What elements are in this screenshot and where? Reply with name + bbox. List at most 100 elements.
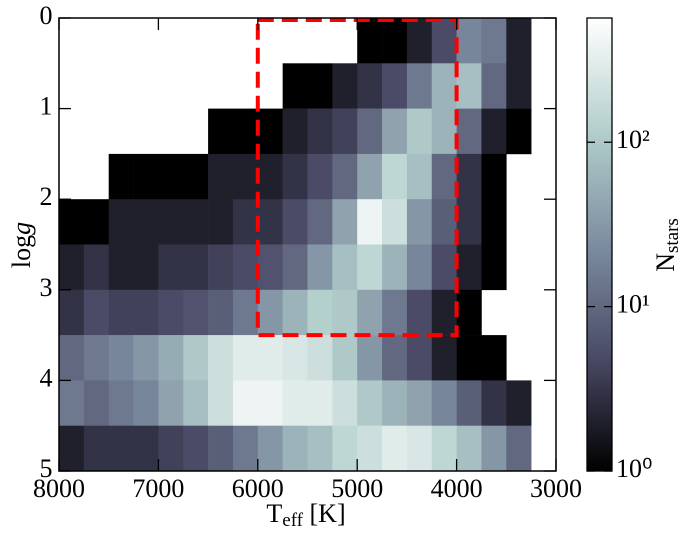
heatmap-cell bbox=[431, 108, 457, 155]
heatmap-cell bbox=[431, 380, 457, 426]
heatmap-cell bbox=[307, 153, 333, 200]
heatmap-cell bbox=[382, 335, 408, 381]
heatmap-cell bbox=[158, 289, 184, 336]
heatmap-cell bbox=[382, 18, 408, 64]
heatmap-cell bbox=[83, 425, 109, 472]
heatmap-cell bbox=[332, 380, 358, 426]
heatmap-cell bbox=[406, 153, 433, 200]
colorbar-label: Nstars bbox=[651, 218, 683, 272]
heatmap-cell bbox=[382, 380, 408, 426]
heatmap-cell bbox=[456, 380, 482, 426]
x-tick-label: 8000 bbox=[33, 474, 85, 503]
heatmap-cell bbox=[357, 289, 383, 336]
heatmap-cell bbox=[456, 18, 482, 64]
heatmap-cell bbox=[456, 199, 482, 245]
heatmap-cell bbox=[357, 425, 383, 472]
heatmap-cell bbox=[208, 335, 234, 381]
heatmap-cell bbox=[332, 335, 358, 381]
heatmap-cell bbox=[282, 63, 308, 109]
y-label-var: g bbox=[7, 222, 36, 235]
heatmap-cell bbox=[108, 244, 134, 291]
heatmap-cell bbox=[456, 289, 482, 336]
heatmap-cell bbox=[232, 244, 259, 291]
heatmap-cell bbox=[133, 335, 159, 381]
y-tick-label: 4 bbox=[40, 363, 53, 392]
heatmap-cell bbox=[357, 380, 383, 426]
colorbar-tick-label: 10¹ bbox=[616, 290, 650, 319]
heatmap-cell bbox=[183, 153, 209, 200]
heatmap-cell bbox=[83, 380, 109, 426]
heatmap-cell bbox=[481, 199, 507, 245]
y-axis-label: logg bbox=[7, 222, 36, 268]
heatmap-cell bbox=[506, 108, 532, 155]
heatmap-cell bbox=[108, 289, 134, 336]
heatmap-cell bbox=[108, 199, 134, 245]
heatmap-cell bbox=[83, 244, 109, 291]
heatmap-cell bbox=[59, 199, 85, 245]
heatmap-cell bbox=[282, 244, 308, 291]
heatmap-cell bbox=[282, 199, 308, 245]
heatmap-cell bbox=[506, 63, 532, 109]
heatmap-cell bbox=[232, 380, 259, 426]
heatmap-cell bbox=[232, 289, 259, 336]
heatmap-cell bbox=[257, 108, 283, 155]
heatmap-cell bbox=[83, 335, 109, 381]
heatmap-cell bbox=[158, 380, 184, 426]
heatmap-cell bbox=[158, 425, 184, 472]
heatmap-cell bbox=[332, 199, 358, 245]
heatmap-cell bbox=[108, 335, 134, 381]
heatmap-cell bbox=[481, 425, 507, 472]
heatmap-cell bbox=[282, 108, 308, 155]
plot-frame bbox=[58, 17, 557, 472]
heatmap-cell bbox=[59, 289, 85, 336]
heatmap-cell bbox=[307, 63, 333, 109]
heatmap-cell bbox=[357, 153, 383, 200]
heatmap-cell bbox=[133, 425, 159, 472]
heatmap-cell bbox=[208, 199, 234, 245]
heatmap-cell bbox=[357, 18, 383, 64]
heatmap-cell bbox=[506, 380, 532, 426]
heatmap-cell bbox=[83, 289, 109, 336]
heatmap-cell bbox=[456, 244, 482, 291]
colorbar-label-main: N bbox=[651, 253, 680, 272]
heatmap-cell bbox=[481, 244, 507, 291]
heatmap-cell bbox=[332, 108, 358, 155]
heatmap-cell bbox=[133, 244, 159, 291]
heatmap-cell bbox=[332, 289, 358, 336]
heatmap bbox=[59, 18, 532, 472]
heatmap-cell bbox=[382, 108, 408, 155]
heatmap-cell bbox=[158, 153, 184, 200]
heatmap-cell bbox=[232, 425, 259, 472]
heatmap-cell bbox=[382, 199, 408, 245]
heatmap-cell bbox=[431, 289, 457, 336]
heatmap-cell bbox=[257, 153, 283, 200]
heatmap-cell bbox=[357, 199, 383, 245]
heatmap-cell bbox=[307, 199, 333, 245]
heatmap-cell bbox=[208, 153, 234, 200]
heatmap-cell bbox=[133, 289, 159, 336]
heatmap-cell bbox=[431, 153, 457, 200]
heatmap-cell bbox=[406, 335, 433, 381]
heatmap-cell bbox=[481, 63, 507, 109]
heatmap-cell bbox=[332, 153, 358, 200]
heatmap-cell bbox=[382, 425, 408, 472]
heatmap-cell bbox=[257, 335, 283, 381]
x-label-sub: eff bbox=[282, 510, 303, 531]
heatmap-cell bbox=[183, 244, 209, 291]
heatmap-cell bbox=[357, 244, 383, 291]
heatmap-cell bbox=[481, 380, 507, 426]
heatmap-cell bbox=[59, 244, 85, 291]
heatmap-cell bbox=[257, 380, 283, 426]
heatmap-cell bbox=[59, 380, 85, 426]
heatmap-cell bbox=[257, 289, 283, 336]
y-tick-label: 3 bbox=[40, 273, 53, 302]
x-tick-label: 5000 bbox=[331, 474, 383, 503]
heatmap-cell bbox=[232, 153, 259, 200]
heatmap-cell bbox=[133, 199, 159, 245]
heatmap-cell bbox=[282, 335, 308, 381]
heatmap-cell bbox=[481, 335, 507, 381]
heatmap-cell bbox=[406, 380, 433, 426]
heatmap-cell bbox=[431, 199, 457, 245]
x-tick-label: 6000 bbox=[232, 474, 284, 503]
